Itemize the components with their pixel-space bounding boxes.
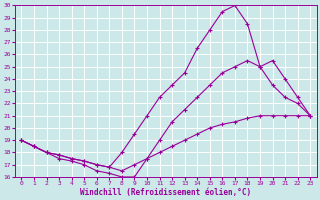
X-axis label: Windchill (Refroidissement éolien,°C): Windchill (Refroidissement éolien,°C) bbox=[80, 188, 252, 197]
